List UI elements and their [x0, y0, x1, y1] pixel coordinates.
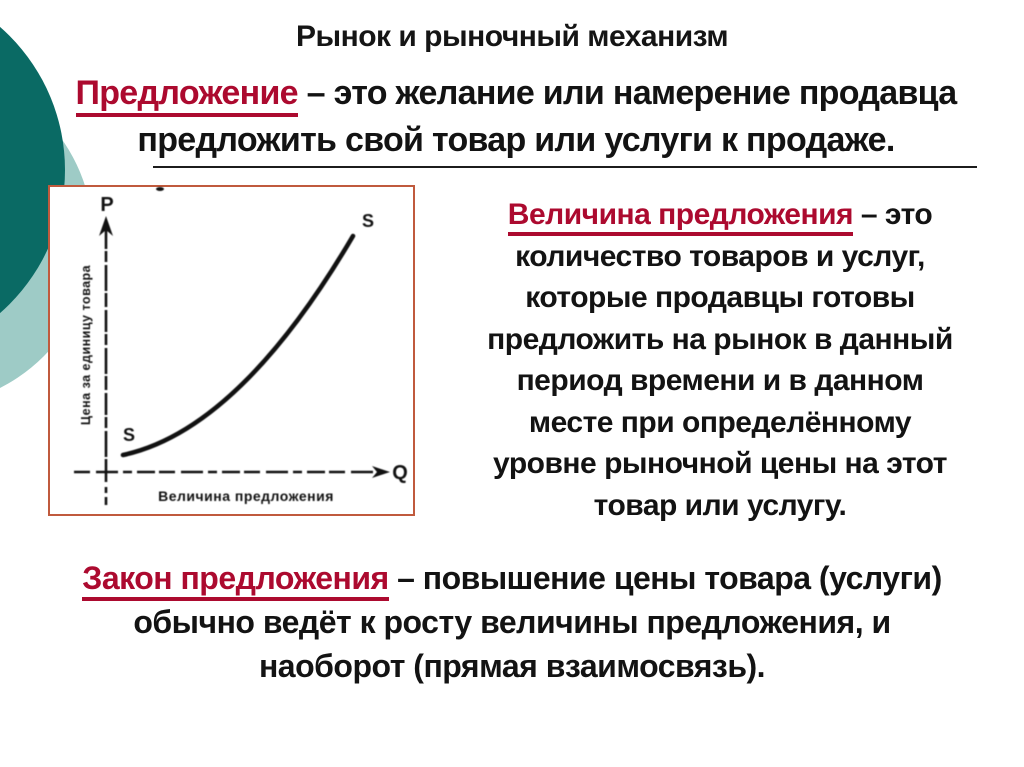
- scan-speck: [156, 187, 164, 191]
- quantity-line1: Величина предложения – это: [420, 194, 1020, 236]
- law-of-supply: Закон предложения – повышение цены товар…: [20, 556, 1004, 688]
- q-axis-arrowhead: [372, 466, 390, 478]
- quantity-line3: которые продавцы готовы: [525, 281, 915, 314]
- quantity-line5: период времени и в данном: [516, 364, 924, 397]
- slide-title: Рынок и рыночный механизм: [295, 20, 729, 53]
- law-line1-rest: – повышение цены товара (услуги): [388, 560, 942, 596]
- supply-curve-label-lower: S: [123, 425, 135, 445]
- p-axis-arrowhead: [99, 216, 113, 236]
- supply-quantity-definition: Величина предложения – это количество то…: [420, 194, 1020, 526]
- supply-curve-figure: P Q S S Цена за единицу товара Величина …: [48, 185, 415, 516]
- quantity-line2: количество товаров и услуг,: [515, 239, 925, 273]
- supply-definition-line2: предложить свой товар или услуги к прода…: [137, 121, 895, 159]
- supply-definition-line1: Предложение – это желание или намерение …: [28, 70, 1004, 117]
- q-axis-letter: Q: [392, 462, 408, 484]
- quantity-term: Величина предложения: [507, 198, 854, 236]
- supply-term: Предложение: [75, 74, 299, 117]
- law-line1: Закон предложения – повышение цены товар…: [20, 556, 1004, 601]
- quantity-line8: товар или услугу.: [593, 488, 847, 522]
- law-term: Закон предложения: [82, 560, 389, 601]
- quantity-line7: уровне рыночной цены на этот: [493, 447, 947, 480]
- x-axis-caption: Величина предложения: [158, 488, 334, 504]
- supply-definition-line1-rest: – это желание или намерение продавца: [297, 74, 958, 112]
- supply-curve: [120, 233, 356, 458]
- supply-curve-label-upper: S: [362, 211, 374, 231]
- quantity-line4: предложить на рынок в данный: [487, 322, 953, 356]
- quantity-line1-rest: – это: [853, 198, 933, 231]
- law-line3: наоборот (прямая взаимосвязь).: [258, 648, 766, 684]
- supply-definition: Предложение – это желание или намерение …: [28, 70, 1004, 164]
- horizontal-divider: [153, 166, 977, 168]
- quantity-line6: месте при определённому: [528, 405, 912, 439]
- p-axis-letter: P: [100, 194, 113, 216]
- law-line2: обычно ведёт к росту величины предложени…: [133, 604, 891, 640]
- y-axis-caption: Цена за единицу товара: [79, 264, 93, 425]
